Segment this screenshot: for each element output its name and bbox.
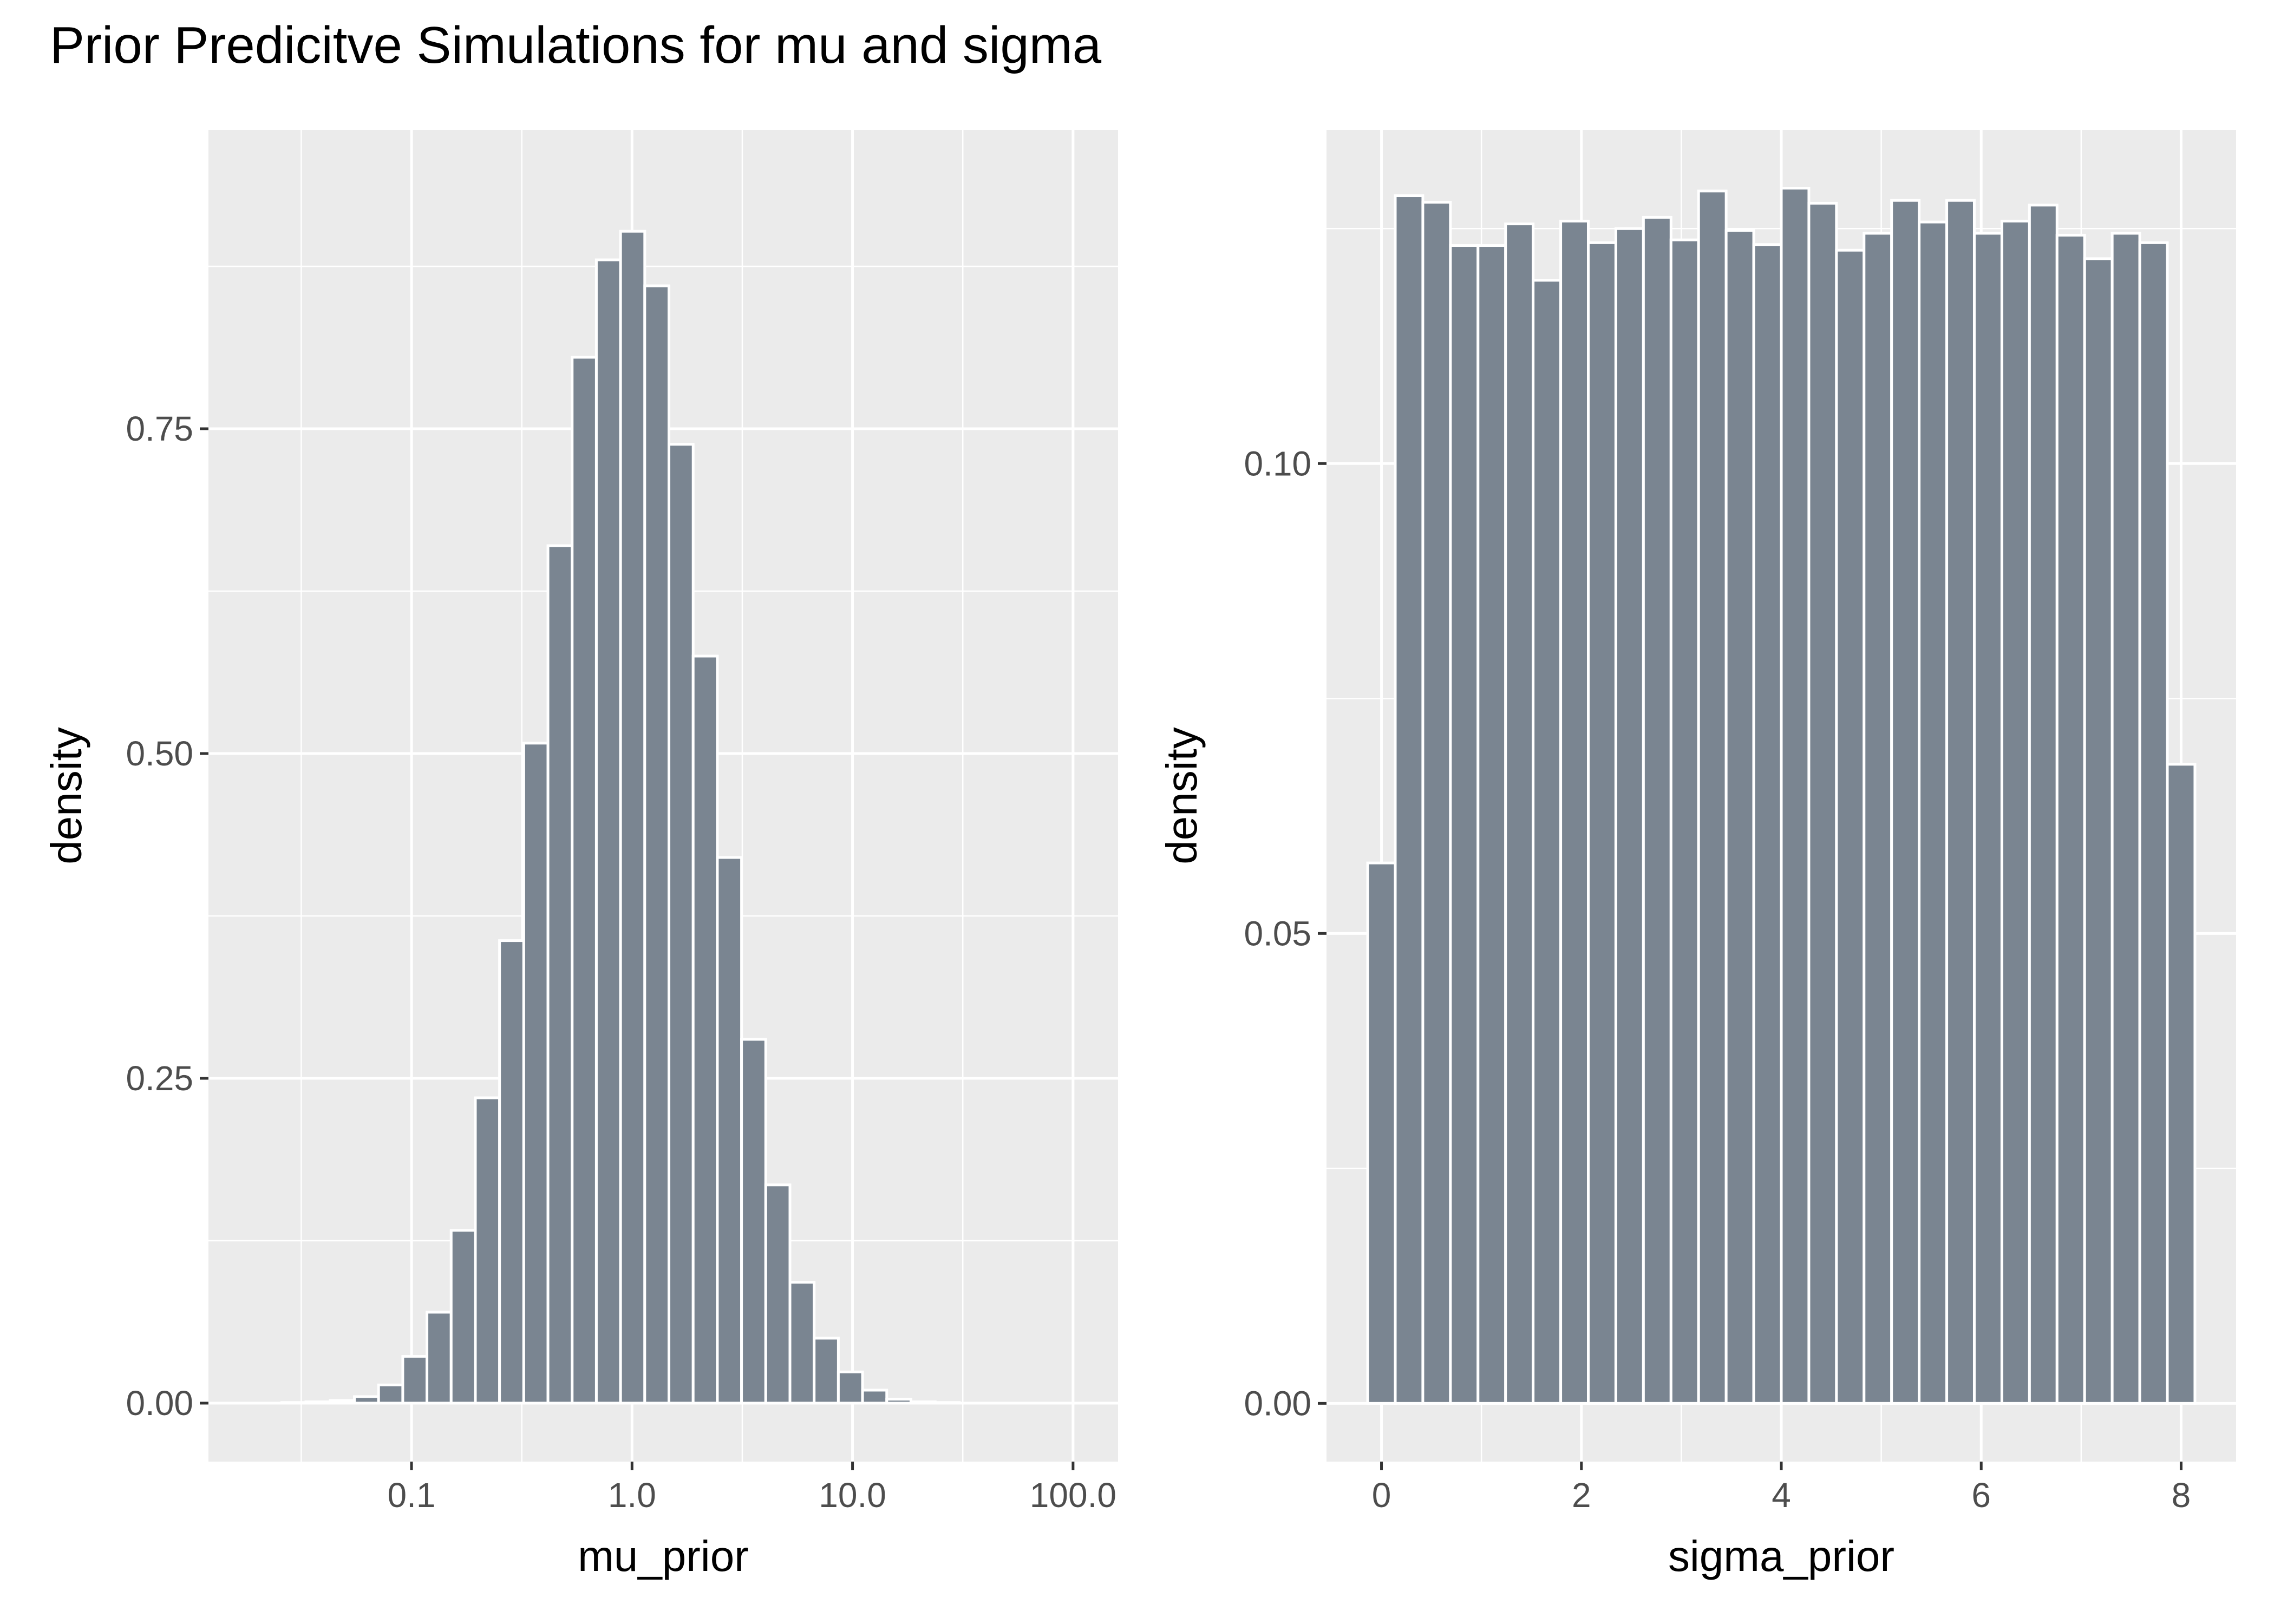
histogram-bar [1780,187,1811,1405]
sigma-prior-x-tick-label: 0 [1372,1476,1391,1515]
sigma-prior-x-tick-label: 4 [1772,1476,1791,1515]
sigma-prior-y-tick-label: 0.10 [1244,444,1311,483]
histogram-bar [668,443,695,1405]
histogram-bar [2166,763,2197,1405]
mu-prior-x-tick-label: 0.1 [388,1476,436,1515]
histogram-bar [813,1337,840,1405]
mu-prior-y-tick-label: 0.00 [126,1384,193,1423]
mu-prior-panel: 0.00 0.25 0.50 0.75 0.1 1.0 10.0 100.0 mu_prior… [42,130,1118,1580]
mu-prior-y-tick-label: 0.75 [126,409,193,448]
histogram-bar [1421,201,1452,1405]
histogram-bar [1559,219,1590,1405]
histogram-bar [401,1355,429,1405]
histogram-bar [643,284,671,1405]
histogram-bar [1724,229,1755,1405]
histogram-bar [329,1399,356,1405]
mu-prior-axes: 0.00 0.25 0.50 0.75 0.1 1.0 10.0 100.0 [126,409,1116,1515]
histogram-bar [1697,189,1728,1405]
histogram-bar [885,1398,912,1405]
histogram-bar [571,356,598,1405]
histogram-bar [1449,244,1480,1405]
histogram-bar [1835,248,1866,1405]
histogram-bar [837,1370,864,1405]
histogram-bar [1504,222,1535,1405]
mu-prior-x-tick-label: 1.0 [608,1476,656,1515]
histogram-bar [1863,232,1893,1405]
mu-prior-x-tick-label: 10.0 [819,1476,886,1515]
histogram-bar [2000,219,2031,1405]
histogram-bar [304,1400,332,1405]
mu-prior-y-axis-title: density [42,727,90,864]
sigma-prior-x-tick-label: 2 [1572,1476,1591,1515]
histogram-bar [2110,232,2141,1405]
histogram-bar [2055,233,2086,1405]
sigma-prior-y-axis-title: density [1158,727,1206,864]
histogram-bar [861,1389,888,1405]
sigma-prior-y-tick-label: 0.05 [1244,914,1311,953]
histogram-bar [740,1038,767,1405]
histogram-bar [1587,241,1617,1405]
histogram-bar [1476,244,1507,1405]
histogram-bar [691,654,719,1405]
histogram-bar [377,1383,404,1405]
histogram-bar [498,939,525,1405]
histogram-bar [764,1183,792,1405]
histogram-bar [353,1395,380,1405]
mu-prior-bars [280,230,961,1405]
histogram-bar [522,742,550,1405]
histogram-bar [1532,279,1563,1405]
histogram-bar [1807,201,1838,1405]
histogram-bar [1890,199,1921,1405]
figure-title: Prior Predicitve Simulations for mu and … [50,16,1102,74]
histogram-bar [449,1229,477,1405]
sigma-prior-axes: 0.00 0.05 0.10 0 2 4 6 8 [1244,444,2191,1515]
histogram-bar [1366,861,1397,1405]
histogram-bar [1614,227,1645,1405]
histogram-bar [1752,243,1783,1405]
mu-prior-y-tick-label: 0.50 [126,734,193,773]
sigma-prior-panel: 0.00 0.05 0.10 0 2 4 6 8 sigma_prior density [1158,130,2236,1580]
histogram-bar [1918,220,1949,1405]
histogram-bar [788,1281,816,1405]
histogram-bar [619,230,646,1405]
histogram-bar [2083,257,2114,1405]
mu-prior-x-tick-label: 100.0 [1030,1476,1116,1515]
mu-prior-y-tick-label: 0.25 [126,1059,193,1098]
histogram-bar [1394,194,1424,1405]
histogram-bar [474,1096,501,1405]
sigma-prior-x-tick-label: 6 [1971,1476,1991,1515]
mu-prior-x-axis-title: mu_prior [578,1532,749,1580]
histogram-bar [1642,215,1672,1405]
histogram-bar [426,1311,453,1405]
histogram-bar [716,856,743,1405]
histogram-bar [2138,241,2169,1405]
sigma-prior-x-tick-label: 8 [2172,1476,2191,1515]
sigma-prior-y-tick-label: 0.00 [1244,1384,1311,1423]
histogram-bar [1669,238,1700,1405]
histogram-bar [2028,204,2059,1405]
histogram-bar [546,544,574,1405]
histogram-bar [1945,199,1976,1405]
histogram-bar [594,258,622,1405]
histogram-bar [909,1400,937,1405]
sigma-prior-x-axis-title: sigma_prior [1668,1532,1894,1580]
sigma-prior-bars [1366,187,2197,1405]
histogram-bar [1972,232,2003,1405]
